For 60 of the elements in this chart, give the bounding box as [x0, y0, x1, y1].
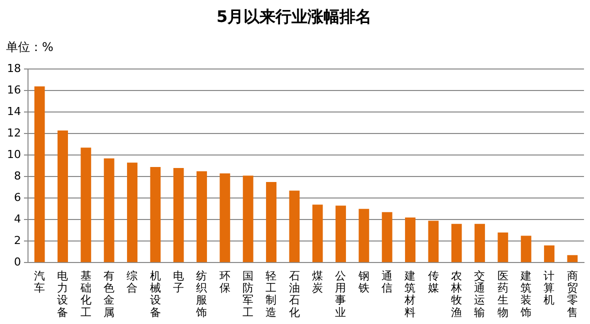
chart-title: 5月以来行业涨幅排名 — [216, 6, 372, 26]
bar — [498, 232, 508, 262]
x-tick-label: 通信 — [382, 270, 393, 295]
bar — [80, 148, 92, 262]
y-tick-label: 0 — [14, 255, 21, 268]
x-tick-label: 传媒 — [428, 270, 439, 295]
x-tick-label: 轻工制造 — [266, 270, 277, 319]
x-tick-label: 医药生物 — [497, 270, 508, 319]
x-tick-label: 机械设备 — [150, 270, 161, 319]
bar — [312, 204, 323, 262]
bar — [451, 224, 462, 262]
bar — [173, 168, 184, 262]
x-tick-label: 建筑材料 — [404, 270, 416, 319]
x-tick-label: 石油石化 — [288, 270, 300, 319]
x-tick-label: 基础化工 — [79, 270, 92, 319]
bar — [336, 206, 346, 262]
y-tick-label: 18 — [6, 62, 21, 76]
x-tick-label: 综合 — [126, 270, 138, 295]
y-tick-label: 12 — [6, 126, 21, 140]
y-tick-label: 4 — [14, 212, 21, 226]
bar — [289, 190, 300, 262]
x-tick-label: 电子 — [173, 270, 184, 295]
bar — [405, 217, 416, 262]
bar — [474, 224, 485, 262]
bar — [127, 162, 138, 262]
y-tick-label: 2 — [14, 234, 21, 247]
x-tick-label: 计算机 — [544, 270, 555, 307]
x-tick-label: 汽车 — [34, 270, 46, 295]
bar — [358, 208, 370, 262]
y-tick-label: 6 — [14, 190, 21, 204]
bar — [104, 158, 114, 262]
bar — [544, 245, 554, 262]
bar — [242, 176, 254, 262]
x-tick-label: 农林牧渔 — [450, 270, 462, 319]
text: 单位：% — [6, 40, 54, 54]
x-tick-label: 建筑装饰 — [520, 270, 532, 319]
x-tick-label: 商贸零售 — [566, 270, 578, 319]
x-tick-label: 环保 — [219, 270, 230, 295]
x-tick-label: 煤炭 — [312, 270, 324, 295]
bar — [382, 212, 392, 262]
x-tick-label: 交通运输 — [474, 270, 486, 319]
bar — [150, 166, 161, 262]
x-tick-label: 有色金属 — [104, 270, 115, 319]
bar — [58, 130, 68, 262]
bar — [266, 182, 276, 262]
bar — [220, 173, 230, 262]
bar — [567, 255, 578, 262]
x-tick-label: 电力设备 — [57, 270, 68, 319]
x-tick-label: 纺织服饰 — [195, 270, 208, 319]
x-tick-label: 国防军工 — [242, 270, 254, 319]
y-tick-label: 16 — [6, 84, 21, 97]
bar — [428, 220, 439, 262]
y-tick-label: 10 — [6, 148, 21, 162]
bar — [196, 171, 207, 262]
x-tick-label: 公用事业 — [335, 270, 346, 319]
bar — [520, 236, 532, 262]
y-tick-label: 8 — [14, 170, 21, 183]
y-tick-label: 14 — [6, 105, 21, 118]
x-tick-label: 钢铁 — [357, 270, 370, 295]
bar — [34, 86, 45, 262]
